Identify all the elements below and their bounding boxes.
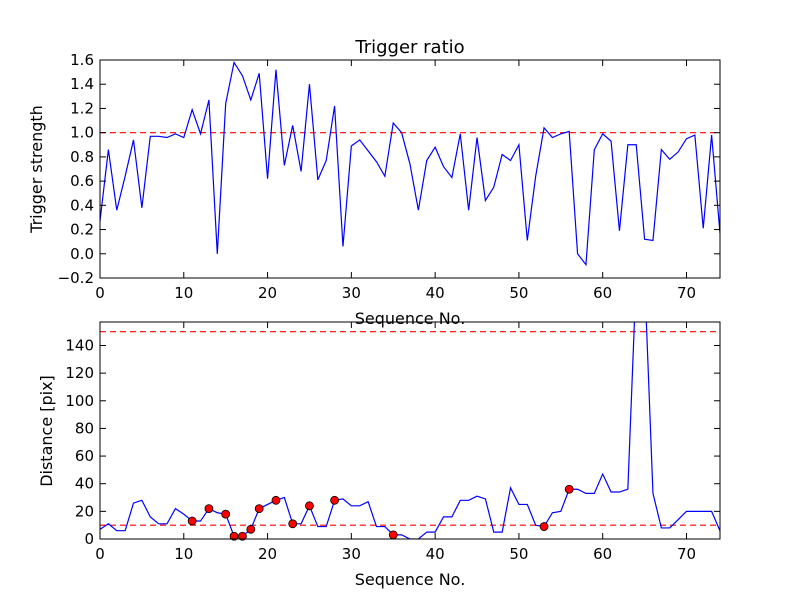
y-tick-label: 0.8 [70,148,94,166]
y-axis-label: Distance [pix] [37,375,56,487]
data-point-marker [204,504,214,513]
x-tick-label: 50 [509,284,528,302]
data-point-marker [539,522,549,531]
data-point-marker [288,519,298,529]
axes-frame [99,59,721,279]
data-point-marker [271,495,281,505]
y-tick-label: 1.6 [70,51,94,69]
x-tick-label: 30 [342,284,361,302]
x-axis-label: Sequence No. [355,309,466,328]
data-point-marker [564,484,574,494]
x-tick-label: 20 [258,284,277,302]
data-point-marker [221,509,231,519]
series-line [100,60,720,267]
series-line [100,322,720,539]
x-tick-label: 50 [509,545,528,563]
x-tick-label: 40 [426,284,445,302]
x-tick-label: 10 [174,284,193,302]
y-tick-label: 140 [65,336,94,354]
trigger-plot-area: 0 10 20 30 40 50 60 70 −0.2 0.0 0.2 0.4 0.6 0.8 1.0 1.2… [58,51,721,302]
x-tick-label: 70 [677,284,696,302]
y-tick-label: 0 [84,530,94,548]
y-tick-label: 1.0 [70,124,94,142]
x-tick-label: 70 [677,545,696,563]
data-point-marker [246,524,256,534]
data-point-marker [187,516,197,526]
y-tick-label: −0.2 [58,269,94,287]
axes-frame [99,321,721,540]
y-axis-label: Trigger strength [27,105,46,234]
x-tick-label: 60 [593,545,612,563]
data-point-marker [305,501,314,511]
y-tick-label: 20 [75,502,94,520]
distance-plot-area: 0 10 20 30 40 50 60 70 0 20 40 60 80 100 120 140 [65,321,721,563]
x-tick-label: 20 [258,545,277,563]
x-axis-label: Sequence No. [355,570,466,589]
y-tick-label: 1.2 [70,99,94,117]
y-tick-label: 80 [75,419,94,437]
y-tick-label: 40 [75,475,94,493]
y-tick-label: 60 [75,447,94,465]
chart-title: Trigger ratio [354,37,464,58]
y-tick-label: 1.4 [70,75,94,93]
x-tick-label: 0 [95,284,105,302]
y-tick-label: 100 [65,392,94,410]
data-point-marker [238,531,247,541]
y-tick-label: 0.6 [70,172,94,190]
x-tick-label: 30 [342,545,361,563]
x-tick-label: 60 [593,284,612,302]
y-tick-label: 120 [65,364,94,382]
x-tick-label: 10 [174,545,193,563]
x-tick-label: 40 [426,545,445,563]
x-tick-label: 0 [95,545,105,563]
data-point-marker [330,495,339,505]
y-tick-label: 0.2 [70,221,94,239]
data-point-marker [254,504,264,513]
data-point-marker [388,530,398,540]
trigger-ratio-chart: Trigger ratio 0 10 20 30 40 50 60 70−0.20.00.20… [27,37,721,328]
y-tick-label: 0.0 [70,245,94,263]
distance-chart: 0 10 20 30 40 50 60 70 0 20 40 60 80 100 120 140 Sequen… [37,321,721,589]
y-tick-label: 0.4 [70,196,94,214]
